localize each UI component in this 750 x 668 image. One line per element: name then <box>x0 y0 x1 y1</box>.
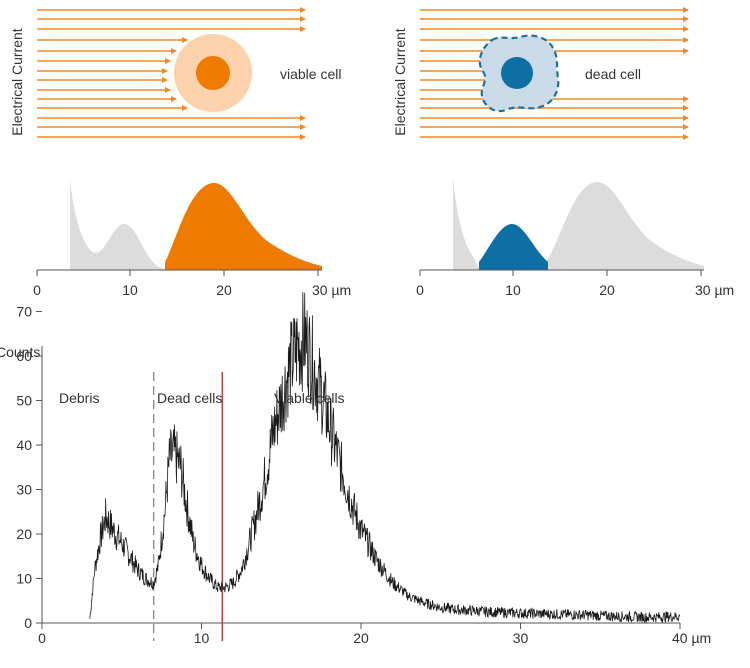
size-distribution-gray <box>546 182 704 270</box>
x-tick-label: 0 <box>38 630 46 646</box>
y-tick-label: 70 <box>16 304 32 320</box>
current-arrows <box>420 7 689 140</box>
cell-label: viable cell <box>280 66 341 82</box>
x-tick-label: 20 <box>353 630 369 646</box>
x-tick-label: 30 <box>513 630 529 646</box>
dead-cell-panel: Electrical Current dead cell 0 10 20 30 … <box>392 7 734 298</box>
cell-label: dead cell <box>585 66 641 82</box>
x-tick-label: 10 <box>194 630 210 646</box>
y-tick-label: 50 <box>16 393 32 409</box>
dead-size-peak <box>479 224 548 270</box>
tick-label: 30 µm <box>695 282 734 298</box>
size-distribution-gray <box>70 180 166 270</box>
current-arrows <box>37 7 306 140</box>
y-axis-title: Counts <box>0 344 40 360</box>
tick-label: 0 <box>416 282 424 298</box>
tick-label: 20 <box>216 282 232 298</box>
viable-cell-nucleus <box>196 56 230 90</box>
plot-area <box>89 292 681 623</box>
tick-label: 20 <box>599 282 615 298</box>
viable-cell-panel: Electrical Current viable cell 0 10 20 3… <box>9 7 351 298</box>
y-tick-label: 10 <box>16 571 32 587</box>
tick-label: 30 µm <box>312 282 351 298</box>
current-label: Electrical Current <box>392 28 408 135</box>
counts-series-line <box>89 292 681 623</box>
region-label-debris: Debris <box>59 390 99 406</box>
tick-label: 0 <box>33 282 41 298</box>
y-tick-label: 30 <box>16 482 32 498</box>
tick-label: 10 <box>505 282 521 298</box>
y-tick-label: 60 <box>16 348 32 364</box>
size-distribution-gray <box>453 177 480 270</box>
viable-size-peak <box>165 183 322 270</box>
x-tick-label: 40 µm <box>672 630 711 646</box>
y-tick-label: 40 <box>16 437 32 453</box>
counts-histogram: Counts 0 10 20 30 40 50 60 70 0 10 20 30 40 µm Debr… <box>0 292 711 646</box>
y-tick-label: 20 <box>16 526 32 542</box>
y-axis-ticks: 0 10 20 30 40 50 60 70 <box>16 304 42 631</box>
dead-cell-nucleus <box>501 57 533 89</box>
x-axis-ticks: 0 10 20 30 40 µm <box>38 623 711 646</box>
region-label-viable-cells: Viable cells <box>274 390 345 406</box>
y-tick-label: 0 <box>24 615 32 631</box>
region-label-dead-cells: Dead cells <box>157 390 222 406</box>
current-label: Electrical Current <box>9 28 25 135</box>
gate-lines <box>152 372 223 641</box>
tick-label: 10 <box>122 282 138 298</box>
